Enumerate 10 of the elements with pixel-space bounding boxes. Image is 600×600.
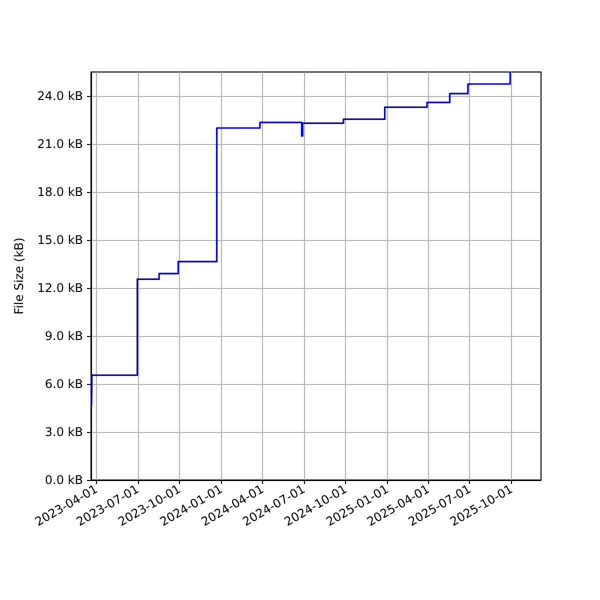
- y-tick-label: 9.0 kB: [44, 329, 83, 343]
- y-tick-label: 15.0 kB: [37, 233, 83, 247]
- y-tick-label: 0.0 kB: [44, 473, 83, 487]
- y-tick-label: 18.0 kB: [37, 185, 83, 199]
- y-tick-label: 3.0 kB: [44, 425, 83, 439]
- y-tick-label: 24.0 kB: [37, 89, 83, 103]
- y-axis-title: File Size (kB): [12, 238, 26, 314]
- y-tick-label: 12.0 kB: [37, 281, 83, 295]
- y-tick-label: 21.0 kB: [37, 137, 83, 151]
- y-tick-label: 6.0 kB: [44, 377, 83, 391]
